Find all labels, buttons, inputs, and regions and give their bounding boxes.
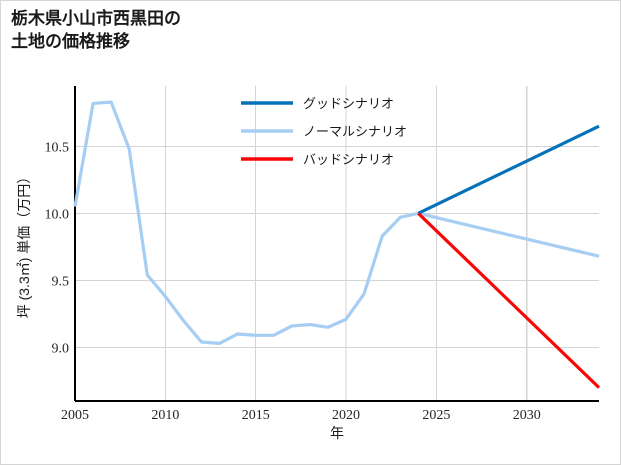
y-axis-title: 坪 (3.3㎡) 単価（万円） <box>16 170 32 319</box>
x-tick-label-2015: 2015 <box>242 408 270 423</box>
x-tick-labels-group: 2005 2010 2015 2020 2025 2030 <box>61 408 541 423</box>
y-tick-label-10.5: 10.5 <box>45 140 70 155</box>
legend-label-グッドシナリオ: グッドシナリオ <box>303 96 394 111</box>
x-tick-label-2010: 2010 <box>151 408 179 423</box>
series-line-グッドシナリオ <box>417 124 600 215</box>
x-tick-label-2005: 2005 <box>61 408 89 423</box>
y-tick-labels-group: 9.0 9.5 10.0 10.5 <box>45 140 70 356</box>
x-axis-title: 年 <box>330 425 344 441</box>
legend-label-ノーマルシナリオ: ノーマルシナリオ <box>303 124 407 139</box>
axis-spines-group <box>74 86 599 402</box>
series-group <box>73 100 601 389</box>
y-tick-label-9.0: 9.0 <box>52 341 70 356</box>
y-tick-label-9.5: 9.5 <box>52 274 70 289</box>
series-line-ノーマルシナリオ <box>73 100 600 345</box>
gridlines-group <box>74 86 599 401</box>
chart-title: 栃木県小山市西黒田の 土地の価格推移 <box>11 9 181 52</box>
y-tick-label-10.0: 10.0 <box>45 207 70 222</box>
x-tick-label-2030: 2030 <box>513 408 541 423</box>
x-tick-label-2020: 2020 <box>332 408 360 423</box>
series-line-バッドシナリオ <box>417 212 601 389</box>
legend-label-バッドシナリオ: バッドシナリオ <box>303 152 394 167</box>
x-tick-label-2025: 2025 <box>422 408 450 423</box>
